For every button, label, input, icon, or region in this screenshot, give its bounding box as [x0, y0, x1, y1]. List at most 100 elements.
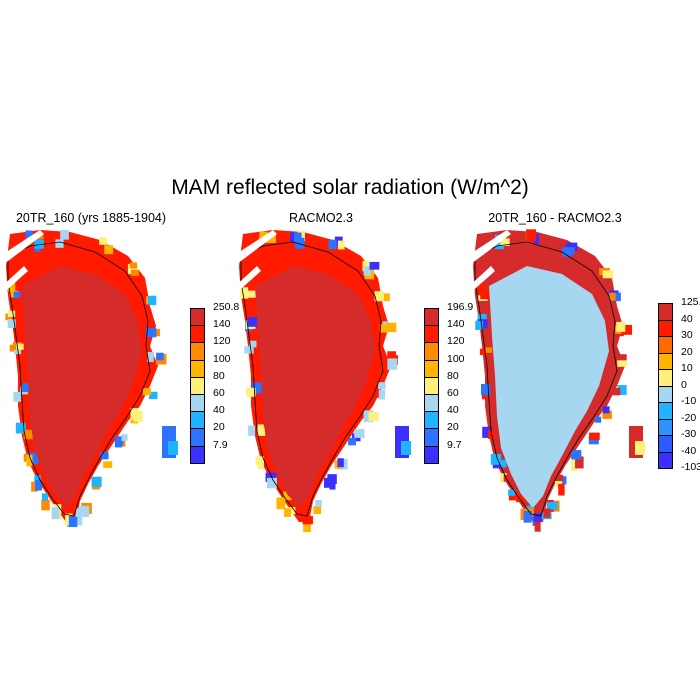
map-edge-cell — [25, 230, 33, 239]
colorbar-swatch — [424, 428, 439, 447]
map-edge-cell — [475, 320, 483, 330]
map-edge-cell — [516, 495, 527, 503]
map-edge-cell — [480, 289, 490, 300]
map-edge-cell — [499, 473, 507, 483]
colorbar-label: 20 — [681, 345, 693, 358]
map-edge-cell — [246, 387, 256, 397]
map-ocean-channel — [0, 230, 44, 264]
colorbar-label: 140 — [213, 318, 231, 331]
colorbar-swatch — [658, 336, 673, 354]
colorbar-swatch — [424, 394, 439, 413]
colorbar-swatch — [658, 418, 673, 436]
map-edge-cell — [265, 472, 276, 482]
map-edge-cell — [500, 238, 510, 246]
map-ocean-channel — [467, 230, 511, 264]
colorbar-swatch — [658, 303, 673, 321]
colorbar-label: 40 — [213, 404, 225, 417]
colorbar-label: 40 — [447, 404, 459, 417]
colorbar-label: -103.8 — [681, 461, 700, 473]
map-edge-cell — [503, 474, 513, 482]
colorbar-swatch — [424, 308, 439, 327]
colorbar-swatch — [658, 451, 673, 469]
map-edge-cell — [99, 237, 108, 245]
map-edge-cell — [294, 237, 305, 249]
map-edge-cell — [147, 351, 154, 362]
colorbar-swatch — [658, 369, 673, 387]
colorbar-swatch — [658, 352, 673, 370]
map-edge-cell — [383, 293, 390, 302]
map-edge-cell — [240, 287, 249, 299]
colorbar-swatch — [190, 308, 205, 327]
map-edge-cell — [508, 489, 516, 496]
map-edge-cell — [374, 291, 384, 302]
colorbar-label: 196.9 — [447, 301, 474, 313]
map-edge-cell — [617, 360, 628, 367]
map-edge-cell — [327, 474, 337, 485]
map-edge-cell — [485, 345, 493, 353]
map-edge-cell — [22, 383, 30, 392]
colorbar-swatch — [190, 445, 205, 464]
map-ocean-channel — [233, 266, 261, 296]
colorbar-label: 0 — [681, 378, 687, 391]
map-edge-cell — [41, 499, 50, 511]
colorbar-label: 80 — [213, 369, 225, 382]
map-edge-cell — [34, 239, 44, 249]
map-edge-cell — [130, 269, 139, 276]
colorbar-label: -30 — [681, 428, 697, 440]
panel-1-map — [0, 229, 178, 528]
colorbar-label: 120 — [213, 335, 231, 348]
colorbar-swatch — [424, 342, 439, 361]
colorbar-label: 40 — [681, 312, 693, 325]
colorbar-swatch — [190, 428, 205, 447]
map-edge-cell — [248, 425, 256, 436]
map-edge-cell — [257, 459, 264, 470]
colorbar-label: 9.7 — [447, 438, 462, 451]
map-edge-cell — [534, 521, 541, 532]
colorbar-label: 20 — [213, 421, 225, 434]
map-edge-cell — [479, 348, 489, 356]
map-island — [168, 441, 178, 455]
map-edge-cell — [129, 262, 137, 269]
map-coastline — [474, 241, 618, 517]
colorbar-swatch — [424, 411, 439, 430]
colorbar-label: 100 — [213, 352, 231, 365]
map-edge-cell — [246, 290, 257, 298]
map-edge-cell — [565, 243, 577, 251]
map-edge-cell — [337, 240, 345, 250]
colorbar-label: 125.32 — [681, 296, 700, 308]
colorbar-swatch — [190, 325, 205, 344]
map-edge-cell — [602, 270, 614, 279]
map-edge-cell — [249, 340, 257, 348]
map-edge-cell — [482, 426, 492, 438]
colorbar-label: 7.9 — [213, 438, 228, 451]
colorbar-label: -10 — [681, 395, 697, 407]
colorbar-swatch — [424, 445, 439, 464]
map-edge-cell — [481, 383, 491, 396]
map-edge-cell — [79, 505, 90, 518]
map-edge-cell — [244, 346, 254, 354]
map-edge-cell — [147, 295, 157, 306]
map-edge-cell — [571, 459, 578, 472]
map-edge-cell — [130, 408, 139, 420]
colorbar-label: -20 — [681, 411, 697, 424]
map-edge-cell — [293, 232, 302, 243]
map-edge-cell — [571, 450, 582, 460]
map-edge-cell — [362, 260, 369, 272]
map-edge-cell — [51, 507, 60, 519]
map-edge-cell — [386, 322, 397, 333]
map-edge-cell — [558, 483, 565, 496]
map-edge-cell — [68, 515, 78, 528]
colorbar-label: 60 — [447, 387, 459, 399]
map-edge-cell — [259, 231, 268, 240]
map-edge-cell — [13, 291, 21, 298]
map-edge-cell — [494, 241, 505, 250]
map-edge-cell — [127, 263, 139, 275]
colorbar-swatch — [190, 359, 205, 378]
map-ocean-channel — [467, 266, 495, 296]
map-edge-cell — [145, 327, 157, 338]
map-ocean-channel — [0, 266, 28, 296]
map-edge-cell — [354, 429, 365, 438]
map-edge-cell — [369, 261, 380, 270]
colorbar-label: 60 — [213, 387, 225, 399]
map-ocean-channel — [233, 230, 277, 264]
